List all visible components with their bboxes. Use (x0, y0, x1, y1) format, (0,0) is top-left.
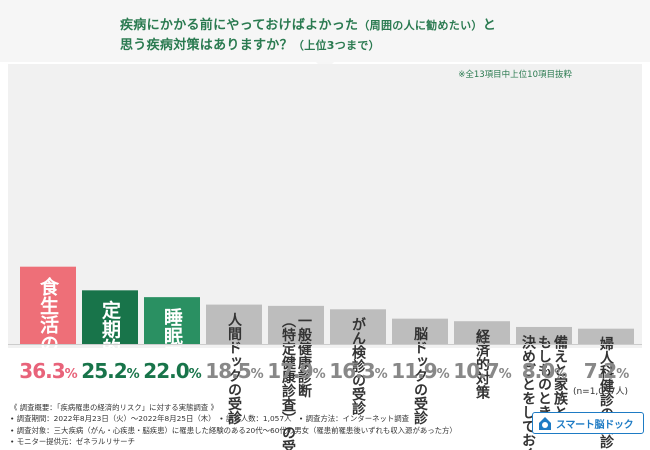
value-label-3: 22.0% (143, 359, 201, 383)
logo-text: スマート脳ドック (556, 419, 634, 431)
smart-brain-dock-logo: スマート脳ドック (532, 412, 644, 434)
bar-7 (392, 318, 448, 344)
bar-label-3: 睡眠習慣の改善 (161, 307, 183, 441)
value-label-4: 18.5% (205, 359, 263, 383)
bar-1 (20, 266, 76, 344)
question-text-1: 疾病にかかる前にやっておけばよかった (120, 18, 359, 33)
value-label-1: 36.3% (19, 359, 77, 383)
question-end-1: と (482, 18, 496, 33)
bar-4 (206, 304, 262, 344)
value-label-8: 10.7% (453, 359, 511, 383)
bar-label-9-2: もしものときに (536, 335, 552, 433)
bar-3 (144, 297, 200, 344)
footer-line-1: 《 調査概要：「疾病罹患の経済的リスク」に対する実態調査 》 (10, 403, 218, 412)
excerpt-note: ※全13項目中上位10項目抜粋 (458, 70, 572, 80)
survey-footer: 《 調査概要：「疾病罹患の経済的リスク」に対する実態調査 》 • 調査期間：20… (10, 402, 530, 447)
bar-label-8: 経済的対策 (474, 329, 491, 401)
bar-8 (454, 321, 510, 344)
footer-line-2: • 調査期間：2022年8月23日（火）～2022年8月25日（木） • 調査人… (10, 414, 410, 424)
bar-9 (516, 326, 572, 344)
bar-6 (330, 309, 386, 344)
bar-label-4: 人間ドックの受診 (226, 312, 242, 426)
bar-2 (82, 290, 138, 344)
question-paren-2: （上位3つまで） (292, 39, 380, 52)
bar-label-6: がん検診の受診 (350, 317, 366, 417)
bar-10 (578, 328, 634, 344)
footer-line-4: • モニター提供元：ゼネラルリサーチ (10, 436, 135, 446)
question-banner: 疾病にかかる前にやっておけばよかった（周囲の人に勧めたい）と 思う疾病対策はあり… (0, 0, 650, 71)
sample-size-label: (n=1,057人) (572, 387, 628, 397)
brain-house-icon (539, 417, 551, 430)
question-line-2: 思う疾病対策はありますか？（上位3つまで） (120, 34, 380, 53)
bar-label-9-1: 備えと家族との (552, 334, 568, 433)
value-label-5: 17.9% (267, 359, 325, 383)
bar-label-2: 定期的な運動習慣 (99, 299, 121, 450)
value-label-7: 11.9% (391, 359, 449, 383)
bar-label-1: 食生活の改善 (37, 275, 59, 391)
bar-label-7: 脳ドックの受診 (412, 326, 428, 426)
value-label-10: 7.2% (584, 359, 629, 383)
value-label-6: 16.3% (329, 359, 387, 383)
question-paren-1: （周囲の人に勧めたい） (358, 19, 483, 32)
chart-baseline (8, 344, 642, 345)
question-line-1: 疾病にかかる前にやっておけばよかった（周囲の人に勧めたい）と (120, 14, 496, 33)
bar-5 (268, 305, 324, 344)
bar-label-5-1: 一般健康診断 (296, 314, 312, 399)
value-label-9: 8.0% (522, 359, 567, 383)
value-label-2: 25.2% (81, 359, 139, 383)
bar-label-5-2: （特定健康診査）の受診 (280, 314, 297, 450)
question-text-2: 思う疾病対策はありますか？ (120, 38, 293, 53)
footer-line-3: • 調査対象：三大疾病（がん・心疾患・脳疾患）に罹患した経験のある20代～60代… (10, 425, 457, 435)
